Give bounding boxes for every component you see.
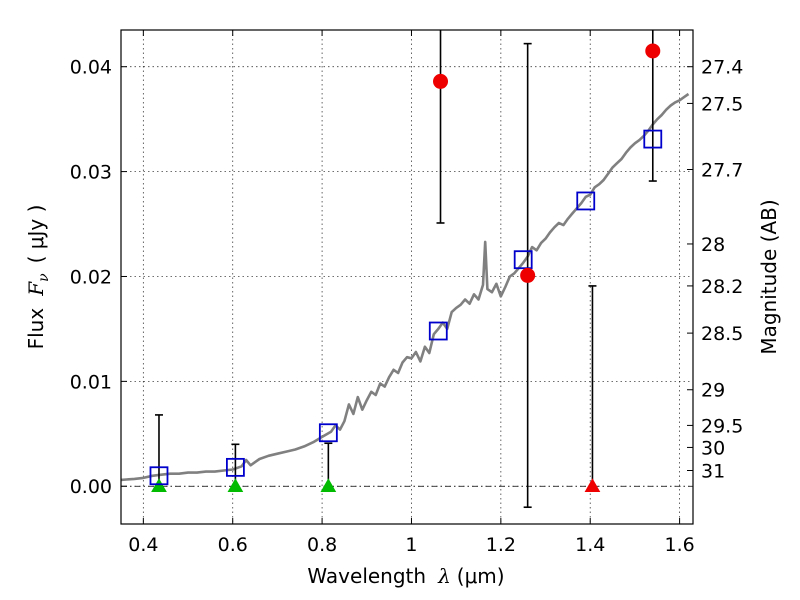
x-axis-label-symbol: λ <box>437 564 451 588</box>
mag-tick-label: 30 <box>701 437 725 459</box>
sed-model-layer <box>120 92 690 482</box>
y-tick-label: 0.02 <box>70 266 112 288</box>
y-tick-label: 0.01 <box>70 371 112 393</box>
mag-tick-label: 29.5 <box>701 415 743 437</box>
mag-tick-label: 27.5 <box>701 93 743 115</box>
upper-limit-red-marker <box>584 478 601 492</box>
detection-point <box>520 267 536 283</box>
x-tick-label: 1.2 <box>486 534 516 556</box>
x-axis-label: Wavelength λ (μm) <box>307 564 504 588</box>
x-tick-label: 0.6 <box>218 534 248 556</box>
model-photometry-square <box>428 321 448 341</box>
model-photometry-square <box>318 423 338 443</box>
grid <box>121 30 693 524</box>
model-photometry-square <box>513 250 533 270</box>
mag-tick-label: 31 <box>701 461 725 483</box>
y-axis-label-main: Flux <box>24 308 48 350</box>
x-axis-label-main: Wavelength <box>307 564 426 588</box>
mag-tick-label: 29 <box>701 380 725 402</box>
model-photometry-square <box>576 191 596 211</box>
markers-layer <box>149 43 663 492</box>
plot-frame <box>120 29 694 525</box>
upper-limit-green-marker <box>227 478 244 492</box>
mag-tick-label: 27.7 <box>701 159 743 181</box>
mag-tick-label: 28.5 <box>701 323 743 345</box>
x-axis-label-unit: (μm) <box>457 564 505 588</box>
x-tick-label: 1.6 <box>664 534 694 556</box>
mag-tick-label: 28.2 <box>701 276 743 298</box>
y2-axis-label: Magnitude (AB) <box>757 199 781 354</box>
error-bars-layer <box>154 30 657 509</box>
model-photometry-square <box>225 457 245 477</box>
y-tick-label: 0.00 <box>70 476 112 498</box>
y-axis-label-symbol: F <box>24 281 48 297</box>
upper-limit-green-marker <box>320 478 337 492</box>
detection-point <box>645 43 661 59</box>
y-tick-label: 0.03 <box>70 162 112 184</box>
y-axis-label-unit: ( μJy ) <box>24 205 48 264</box>
model-photometry-square <box>643 129 663 149</box>
y-axis-label: Flux Fν ( μJy ) <box>24 205 52 350</box>
mag-tick-label: 28 <box>701 234 725 256</box>
y-axis-label-subscript: ν <box>36 273 52 282</box>
x-tick-label: 0.8 <box>307 534 337 556</box>
model-photometry-square <box>149 466 169 486</box>
mag-tick-label: 27.4 <box>701 57 743 79</box>
y-tick-label: 0.04 <box>70 57 112 79</box>
sed-model-line <box>120 92 690 482</box>
x-tick-label: 1 <box>405 534 417 556</box>
x-tick-label: 0.4 <box>128 534 158 556</box>
detection-point <box>433 73 449 89</box>
upper-limit-green-marker <box>151 478 167 492</box>
ticks-layer: 0.4 0.6 0.8 1 1.2 1.4 1.6 0.00 0.01 0.02 0.03 0.04 2… <box>70 30 743 556</box>
x-tick-label: 1.4 <box>575 534 605 556</box>
